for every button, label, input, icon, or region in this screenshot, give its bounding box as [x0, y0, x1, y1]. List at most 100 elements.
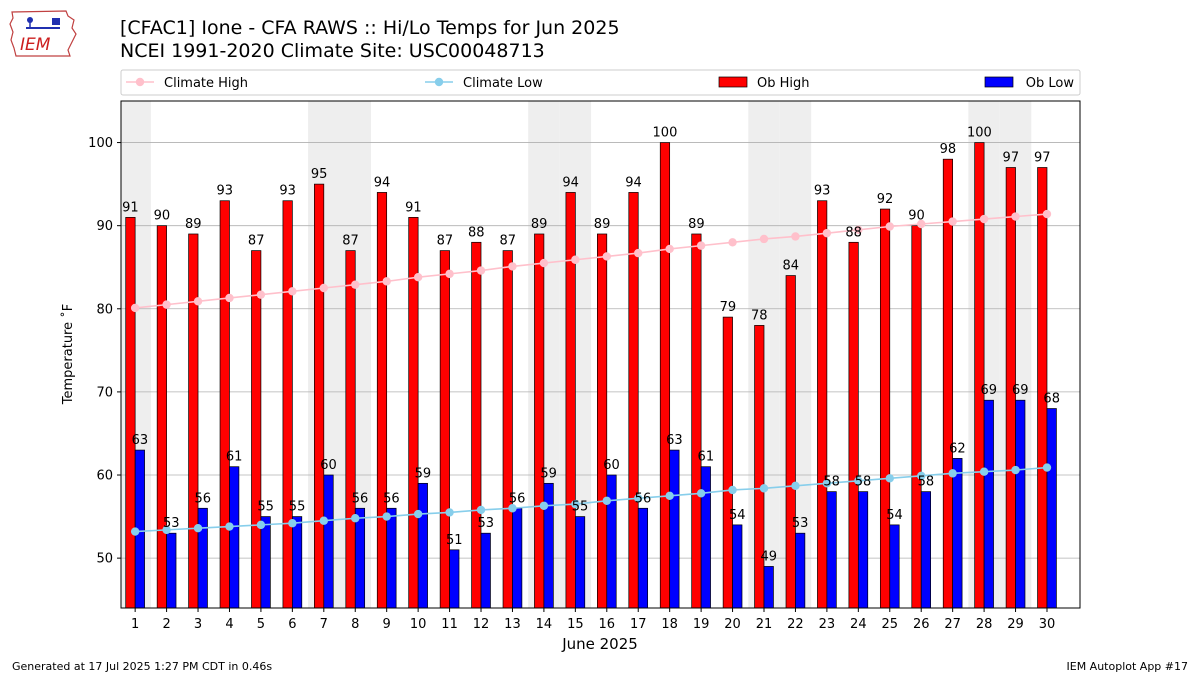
point-climate-low-1: [130, 527, 140, 536]
point-climate-high-2: [162, 300, 171, 309]
point-climate-low-12: [476, 505, 486, 515]
label-ob-low-25: 54: [886, 508, 903, 523]
iem-logo: IEM: [9, 10, 77, 57]
point-climate-high-29: [1011, 212, 1020, 221]
label-ob-high-5: 87: [248, 234, 265, 249]
label-ob-high-1: 91: [122, 200, 139, 215]
point-climate-low-19: [696, 489, 706, 498]
label-ob-low-23: 58: [823, 475, 840, 490]
x-tick-label-17: 17: [630, 617, 647, 632]
label-ob-high-26: 90: [908, 209, 925, 224]
label-ob-high-28: 100: [967, 126, 992, 141]
bar-ob-high-15: [565, 192, 576, 609]
label-ob-high-25: 92: [877, 192, 894, 207]
bar-ob-low-2: [166, 532, 177, 609]
x-tick-label-1: 1: [131, 617, 139, 632]
point-climate-high-25: [885, 222, 894, 231]
x-tick-label-11: 11: [441, 617, 458, 632]
generated-note: Generated at 17 Jul 2025 1:27 PM CDT in …: [12, 660, 273, 673]
x-tick-label-27: 27: [944, 617, 961, 632]
bar-ob-high-19: [691, 233, 702, 609]
label-ob-low-1: 63: [132, 433, 149, 448]
bar-ob-high-26: [911, 225, 922, 609]
point-climate-high-13: [508, 262, 517, 271]
bar-ob-low-4: [229, 466, 240, 609]
app-note: IEM Autoplot App #17: [1066, 660, 1189, 673]
legend: Climate High Climate Low Ob High Ob Low: [120, 69, 1081, 96]
point-climate-high-4: [225, 293, 234, 303]
bar-ob-high-9: [376, 192, 388, 609]
point-climate-low-6: [288, 519, 297, 528]
label-ob-low-2: 53: [163, 516, 180, 531]
point-climate-high-17: [634, 248, 643, 258]
x-tick-label-5: 5: [257, 617, 265, 632]
y-tick-label-50: 50: [96, 552, 113, 567]
point-climate-low-21: [759, 484, 769, 493]
bar-ob-high-1: [125, 217, 136, 609]
bar-ob-high-21: [754, 325, 765, 609]
x-tick-label-8: 8: [351, 617, 359, 632]
label-ob-high-2: 90: [154, 209, 171, 224]
bar-ob-low-20: [732, 524, 743, 609]
bar-ob-high-16: [597, 233, 608, 609]
bar-ob-high-14: [534, 233, 545, 609]
point-climate-high-11: [445, 269, 454, 279]
x-tick-label-6: 6: [288, 617, 296, 632]
point-climate-low-16: [602, 496, 611, 505]
y-axis-label: Temperature ˚F: [60, 304, 76, 405]
bar-ob-low-30: [1046, 408, 1057, 609]
point-climate-high-16: [602, 252, 611, 261]
point-climate-high-26: [917, 219, 926, 229]
label-ob-high-13: 87: [499, 234, 516, 249]
bar-ob-low-6: [292, 516, 303, 609]
chart-subtitle: NCEI 1991-2020 Climate Site: USC00048713: [120, 40, 545, 62]
point-climate-low-2: [162, 525, 171, 535]
label-ob-low-13: 56: [509, 491, 526, 506]
label-ob-high-8: 87: [342, 234, 359, 249]
y-tick-label-100: 100: [88, 136, 113, 151]
label-ob-high-14: 89: [531, 217, 548, 232]
bar-ob-low-21: [763, 566, 774, 609]
bar-ob-low-28: [983, 399, 994, 609]
bar-ob-high-4: [219, 200, 230, 609]
label-ob-low-27: 62: [949, 441, 966, 456]
point-climate-low-28: [979, 467, 989, 476]
label-ob-high-27: 98: [940, 142, 957, 157]
x-tick-label-7: 7: [320, 617, 328, 632]
point-climate-high-12: [476, 266, 486, 275]
label-ob-high-22: 84: [782, 259, 799, 274]
bar-ob-low-23: [826, 491, 837, 609]
point-climate-low-22: [791, 481, 800, 491]
legend-label-ob-low: Ob Low: [1026, 76, 1075, 91]
line-climate-high: [135, 213, 1048, 309]
x-tick-label-10: 10: [410, 617, 427, 632]
point-climate-low-7: [319, 516, 329, 525]
x-tick-label-12: 12: [473, 617, 490, 632]
label-ob-low-14: 59: [540, 466, 557, 481]
bar-ob-low-9: [386, 507, 397, 609]
x-axis-label: June 2025: [561, 635, 638, 653]
x-tick-label-3: 3: [194, 617, 202, 632]
bar-ob-high-3: [188, 233, 199, 609]
plot-frame: [120, 100, 1081, 609]
label-ob-high-4: 93: [216, 184, 233, 199]
legend-label-ob-high: Ob High: [757, 76, 810, 91]
y-tick-label-90: 90: [96, 219, 113, 234]
bar-ob-low-27: [952, 458, 963, 609]
x-tick-label-26: 26: [913, 617, 930, 632]
bar-ob-low-25: [889, 524, 900, 609]
point-climate-low-14: [539, 501, 549, 510]
point-climate-low-10: [413, 509, 423, 519]
bar-ob-low-26: [920, 491, 931, 609]
point-climate-high-18: [665, 244, 674, 254]
bar-ob-high-22: [785, 275, 796, 609]
point-climate-high-14: [539, 258, 549, 268]
point-climate-high-5: [256, 290, 266, 299]
bar-ob-low-19: [700, 466, 711, 609]
legend-swatch-ob-high: [718, 76, 748, 88]
label-ob-low-6: 55: [289, 500, 306, 515]
point-climate-low-13: [508, 504, 517, 513]
logo-text: IEM: [20, 35, 51, 55]
label-ob-low-12: 53: [477, 516, 494, 531]
bar-ob-low-15: [574, 516, 586, 609]
